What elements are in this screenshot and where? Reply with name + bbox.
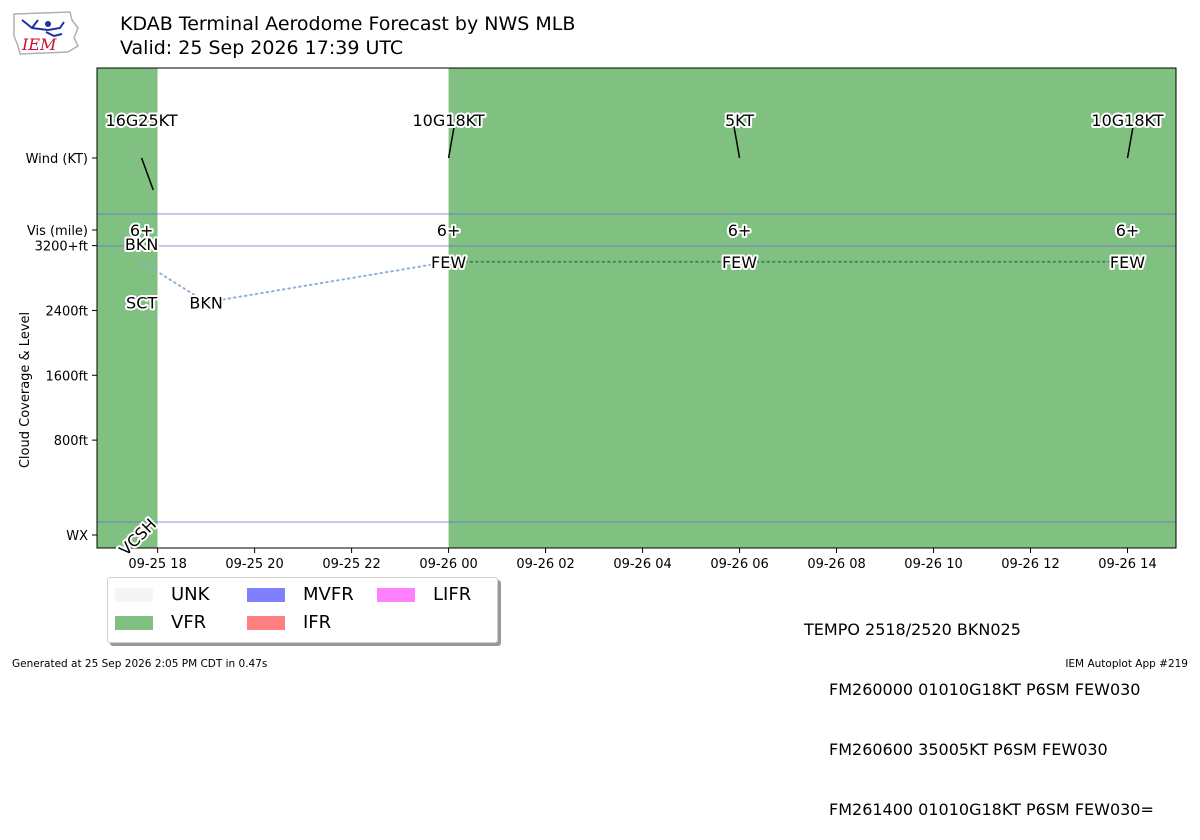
category-span-vfr (97, 68, 158, 548)
generated-footer: Generated at 25 Sep 2026 2:05 PM CDT in … (12, 658, 268, 670)
x-tick-label: 09-26 12 (1001, 557, 1059, 572)
cloud-label: FEW (431, 253, 466, 272)
cloud-line-tempo (140, 260, 450, 304)
cloud-label: BKN (125, 235, 158, 254)
visibility-label: 6+ (130, 221, 154, 240)
taf-line: TEMPO 2518/2520 BKN025 (804, 620, 1021, 639)
y-tick-label: 2400ft (45, 304, 88, 319)
legend-swatch-vfr (115, 615, 153, 630)
cloud-label: SCT (126, 293, 157, 312)
cloud-label: BKN (189, 293, 222, 312)
taf-chart: 09-25 18 09-25 20 09-25 22 09-26 00 09-26 02… (18, 67, 1177, 572)
app-footer: IEM Autoplot App #219 (1065, 658, 1188, 670)
logo-text: IEM (21, 35, 57, 54)
wind-label: 10G18KT (413, 111, 485, 130)
legend: UNK VFR MVFR IFR LIFR (107, 577, 498, 643)
cloud-label: FEW (722, 253, 757, 272)
chart-title: KDAB Terminal Aerodome Forecast by NWS M… (120, 13, 576, 35)
wind-label: 10G18KT (1091, 111, 1163, 130)
legend-label-lifr: LIFR (433, 584, 472, 605)
legend-label-unk: UNK (171, 584, 210, 605)
y-axis-label: Cloud Coverage & Level (18, 312, 33, 468)
chart-subtitle: Valid: 25 Sep 2026 17:39 UTC (120, 37, 404, 59)
x-tick-label: 09-26 06 (710, 557, 768, 572)
y-tick-label: 800ft (54, 434, 88, 449)
y-tick-label: 1600ft (45, 369, 88, 384)
taf-line: FM261400 01010G18KT P6SM FEW030= (829, 800, 1154, 819)
legend-item-vfr: VFR (115, 612, 206, 633)
x-tick-label: 09-25 18 (128, 557, 186, 572)
row-label-vis: Vis (mile) (27, 224, 88, 239)
wind-label: 5KT (725, 111, 754, 130)
x-tick-label: 09-25 20 (225, 557, 283, 572)
x-tick-label: 09-25 22 (322, 557, 380, 572)
legend-item-ifr: IFR (247, 612, 331, 633)
wind-barb (140, 157, 154, 191)
legend-item-mvfr: MVFR (247, 584, 354, 605)
legend-item-lifr: LIFR (377, 584, 471, 605)
row-label-wx: WX (66, 529, 88, 544)
x-tick-label: 09-26 02 (516, 557, 574, 572)
wind-barb (732, 124, 741, 159)
cloud-label: FEW (1110, 253, 1145, 272)
legend-swatch-ifr (247, 615, 285, 630)
wind-barb (1126, 124, 1135, 159)
x-tick-label: 09-26 10 (904, 557, 962, 572)
taf-line: FM260600 35005KT P6SM FEW030 (829, 740, 1108, 759)
wind-barb (447, 124, 456, 159)
visibility-label: 6+ (1116, 221, 1140, 240)
wind-label: 16G25KT (106, 111, 178, 130)
category-span-vfr (448, 68, 1177, 548)
taf-text: TEMPO 2518/2520 BKN025 FM260000 01010G18… (804, 580, 1154, 840)
taf-line: FM260000 01010G18KT P6SM FEW030 (829, 680, 1141, 699)
legend-label-mvfr: MVFR (303, 584, 354, 605)
visibility-label: 6+ (437, 221, 461, 240)
legend-swatch-unk (115, 587, 153, 602)
x-tick-label: 09-26 14 (1098, 557, 1156, 572)
visibility-label: 6+ (728, 221, 752, 240)
x-tick-label: 09-26 04 (613, 557, 671, 572)
y-tick-label: 3200+ft (35, 240, 88, 255)
legend-item-unk: UNK (115, 584, 209, 605)
legend-swatch-lifr (377, 587, 415, 602)
row-label-wind: Wind (KT) (26, 152, 88, 167)
iem-logo: IEM (13, 11, 79, 55)
x-tick-label: 09-26 00 (419, 557, 477, 572)
plot-frame (96, 67, 1177, 549)
x-tick-label: 09-26 08 (807, 557, 865, 572)
legend-label-ifr: IFR (303, 612, 332, 633)
legend-label-vfr: VFR (171, 612, 207, 633)
category-span-unk (157, 68, 449, 548)
legend-swatch-mvfr (247, 587, 285, 602)
